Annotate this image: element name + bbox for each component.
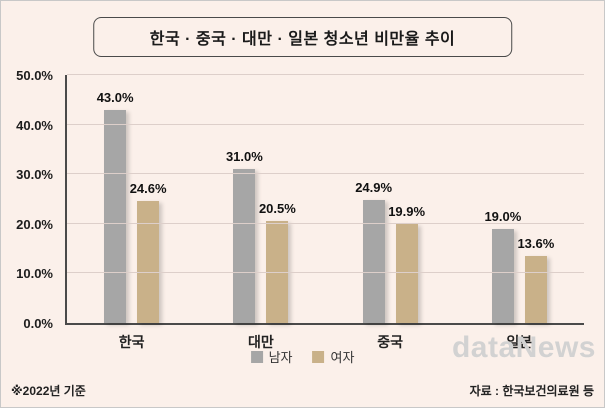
bar-value-label: 43.0% xyxy=(96,89,134,105)
bar-value-label: 24.6% xyxy=(129,180,167,196)
y-tick-label: 40.0% xyxy=(16,117,53,133)
y-tick-label: 30.0% xyxy=(16,167,53,183)
legend-swatch-female xyxy=(312,350,325,363)
bar-male: 19.0% xyxy=(484,209,521,323)
plot-area: 43.0% 24.6% 한국 31.0% 20.5% 대만 24.9% 19.9% 중국 19.0… xyxy=(65,74,584,351)
gridline xyxy=(67,222,584,224)
bar-female: 24.6% xyxy=(130,181,167,323)
x-category-label: 일본 xyxy=(506,334,533,350)
legend-swatch-male xyxy=(250,350,263,363)
y-tick-label: 10.0% xyxy=(16,266,53,282)
bar-female: 19.9% xyxy=(388,204,425,323)
y-axis: 0.0% 10.0% 20.0% 30.0% 40.0% 50.0% xyxy=(1,68,57,331)
chart-title: 한국 · 중국 · 대만 · 일본 청소년 비만율 추이 xyxy=(92,17,513,57)
x-category-label: 중국 xyxy=(377,334,403,350)
bar-male: 24.9% xyxy=(355,180,392,323)
y-tick-label: 0.0% xyxy=(23,316,53,331)
x-category-label: 한국 xyxy=(118,334,145,350)
bar-group: 19.0% 13.6% 일본 xyxy=(455,75,584,350)
bars-row: 43.0% 24.6% 한국 31.0% 20.5% 대만 24.9% 19.9% 중국 19.0… xyxy=(67,75,584,351)
datanews-watermark: dataNews xyxy=(451,331,596,364)
bar-female: 20.5% xyxy=(259,201,296,323)
footnote-source: 자료 : 한국보건의료원 등 xyxy=(469,384,594,398)
legend-label: 여자 xyxy=(330,350,355,365)
x-category-label: 대만 xyxy=(247,334,274,350)
bar-value-label: 13.6% xyxy=(517,235,555,251)
bar-male: 43.0% xyxy=(97,90,134,323)
gridline xyxy=(67,173,584,175)
bar-female: 13.6% xyxy=(517,236,554,323)
bar-male: 31.0% xyxy=(226,149,263,323)
bar-group: 24.9% 19.9% 중국 xyxy=(326,75,455,351)
bar-group: 31.0% 20.5% 대만 xyxy=(196,75,325,350)
gridline xyxy=(67,74,584,75)
legend-label: 남자 xyxy=(268,350,293,365)
bar-value-label: 19.0% xyxy=(484,208,522,224)
y-tick-label: 20.0% xyxy=(16,216,53,232)
legend-item-male: 남자 xyxy=(250,347,293,366)
legend-item-female: 여자 xyxy=(312,347,355,366)
bar-value-label: 24.9% xyxy=(355,179,393,195)
gridline xyxy=(67,272,584,274)
bar-value-label: 31.0% xyxy=(225,149,263,165)
gridline xyxy=(67,123,584,125)
legend: 남자 여자 xyxy=(250,347,355,366)
bar-group: 43.0% 24.6% 한국 xyxy=(67,75,196,350)
y-tick-label: 50.0% xyxy=(16,68,53,83)
bar-value-label: 19.9% xyxy=(388,204,426,220)
bar-value-label: 20.5% xyxy=(258,201,296,217)
footnote-basis-year: ※2022년 기준 xyxy=(11,384,86,398)
